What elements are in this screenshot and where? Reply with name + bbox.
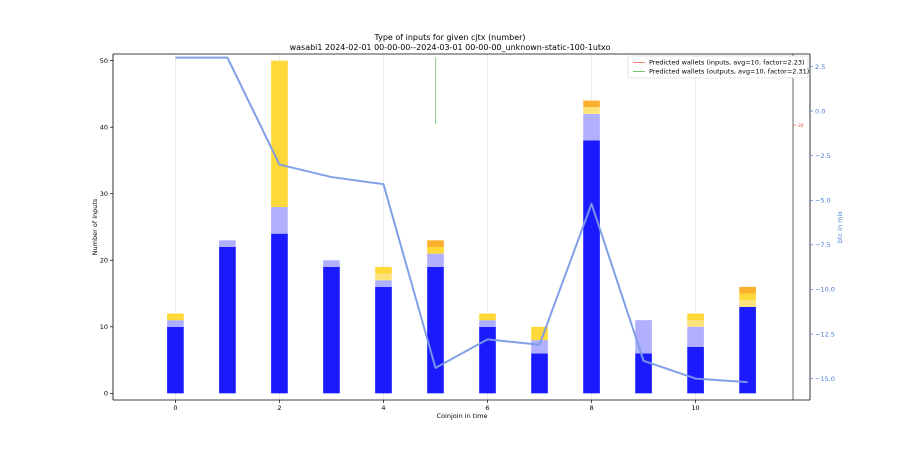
x-tick-label: 10 [691,404,699,412]
legend-label-outputs: Predicted wallets (outputs, avg=10, fact… [649,68,809,76]
y-tick-label: 30 [100,190,108,198]
bar-yellow [375,266,392,274]
bar-fresh [167,326,184,394]
y-tick-label: 20 [100,257,108,265]
axes: 0 2 4 6 8 10 0 10 20 30 40 50 2.5 0.0 −2.5 −5.0 −7.5 −10.… [100,53,835,412]
x-tick-label: 0 [173,404,177,412]
bar-fresh [739,306,756,394]
y2-tick-label: −15.0 [815,375,835,383]
bar-remixed [271,207,288,234]
bar-remixed [635,320,652,354]
legend: Predicted wallets (inputs, avg=10, facto… [627,55,809,79]
bar-remixed [687,326,704,347]
x-tick-label: 2 [277,404,281,412]
bar-yellow [687,313,704,321]
bar-fresh [427,266,444,394]
bar-remixed [479,320,496,327]
chart-subtitle: wasabi1 2024-02-01 00-00-00--2024-03-01 … [290,43,611,52]
bar-fresh [531,353,548,394]
bar-yellow [271,60,288,208]
bar-orange [739,286,756,294]
bar-fresh [479,326,496,394]
y2-tick-label: 2.5 [815,63,825,71]
bar-yellow [739,293,756,301]
bar-remixed [323,260,340,267]
bar-remixed [427,253,444,267]
x-tick-label: 4 [381,404,385,412]
legend-box [627,55,809,79]
chart-title: Type of inputs for given cjtx (number) [373,33,525,42]
bar-fresh [375,286,392,394]
y2-tick-label: −5.0 [815,197,831,205]
bar-yellow [427,246,444,254]
red-axis-label: -30 [797,123,804,128]
overlay-marks [175,56,748,384]
y2-axis-label: btc in mix [836,211,844,243]
bar-remixed [375,280,392,287]
bar-fresh [583,140,600,394]
bar-fresh [687,346,704,394]
bar-light-yellow [375,273,392,281]
x-axis-label: Coinjoin in time [437,412,488,420]
bar-remixed [219,240,236,247]
x-tick-label: 8 [589,404,593,412]
y-tick-label: 0 [104,390,108,398]
bar-fresh [323,266,340,394]
y2-tick-label: −10.0 [815,286,835,294]
legend-label-inputs: Predicted wallets (inputs, avg=10, facto… [649,59,805,67]
bar-fresh [635,353,652,394]
bar-fresh [219,246,236,394]
bars [167,60,756,394]
btc-line [175,56,748,384]
bar-orange [583,100,600,108]
bar-fresh [271,233,288,394]
bar-yellow [531,326,548,341]
y-tick-label: 40 [100,123,108,131]
x-tick-label: 6 [485,404,489,412]
y2-tick-label: −2.5 [815,152,831,160]
y2-tick-label: −12.5 [815,330,835,338]
bar-remixed [583,113,600,141]
bar-orange [427,240,444,247]
bar-light-yellow [739,300,756,307]
y-tick-label: 50 [100,57,108,65]
bar-yellow [167,313,184,321]
bar-yellow [479,313,496,321]
y-axis-label: Number of inputs [91,198,99,255]
bar-light-yellow [583,107,600,114]
y-tick-label: 10 [100,323,108,331]
bar-remixed [167,320,184,327]
bar-light-yellow [687,320,704,327]
y2-tick-label: 0.0 [815,107,825,115]
y2-tick-label: −7.5 [815,241,831,249]
